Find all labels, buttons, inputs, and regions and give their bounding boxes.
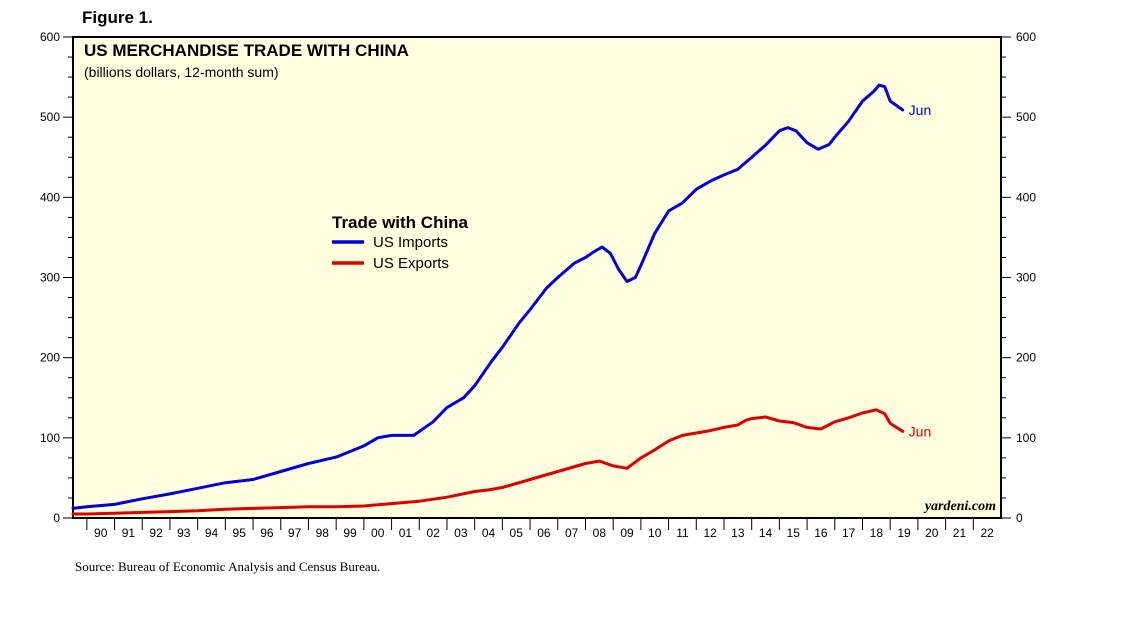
x-tick-label: 93 <box>177 526 191 540</box>
series-end-label-us-exports: Jun <box>909 423 932 439</box>
x-tick-label: 18 <box>870 526 884 540</box>
x-tick-label: 91 <box>122 526 136 540</box>
x-tick-label: 01 <box>399 526 413 540</box>
y-tick-label-right: 500 <box>1016 110 1036 124</box>
x-tick-label: 99 <box>343 526 357 540</box>
x-tick-label: 12 <box>703 526 717 540</box>
series-end-label-us-imports: Jun <box>909 102 932 118</box>
x-tick-label: 21 <box>953 526 967 540</box>
series-layer: Jun Jun <box>71 83 932 516</box>
series-line-us-imports <box>71 83 905 510</box>
x-tick-label: 08 <box>593 526 607 540</box>
y-tick-label-left: 600 <box>40 30 60 44</box>
y-tick-label-left: 500 <box>40 110 60 124</box>
x-tick-label: 03 <box>454 526 468 540</box>
x-tick-label: 19 <box>897 526 911 540</box>
x-tick-label: 97 <box>288 526 302 540</box>
y-tick-label-right: 0 <box>1016 511 1023 525</box>
x-tick-label: 07 <box>565 526 579 540</box>
x-tick-label: 17 <box>842 526 856 540</box>
x-tick-label: 96 <box>260 526 274 540</box>
y-tick-label-left: 0 <box>53 511 60 525</box>
x-tick-label: 92 <box>149 526 163 540</box>
x-tick-label: 90 <box>94 526 108 540</box>
y-tick-label-right: 200 <box>1016 351 1036 365</box>
y-tick-label-right: 100 <box>1016 431 1036 445</box>
x-tick-label: 15 <box>787 526 801 540</box>
x-tick-label: 98 <box>316 526 330 540</box>
x-tick-label: 95 <box>233 526 247 540</box>
x-tick-label: 20 <box>925 526 939 540</box>
x-tick-label: 14 <box>759 526 773 540</box>
y-tick-label-right: 600 <box>1016 30 1036 44</box>
x-tick-label: 22 <box>980 526 994 540</box>
x-tick-label: 04 <box>482 526 496 540</box>
legend-title: Trade with China <box>332 213 469 232</box>
x-tick-label: 00 <box>371 526 385 540</box>
x-tick-label: 13 <box>731 526 745 540</box>
y-tick-label-left: 400 <box>40 190 60 204</box>
y-axis-left: 0 100 200 300 400 500 600 <box>40 30 73 525</box>
x-axis: 90 91 92 93 94 95 96 97 98 99 00 01 02 03 04 05 06 07 08 09… <box>86 518 994 540</box>
series-line-us-exports <box>71 408 905 516</box>
x-tick-label: 09 <box>620 526 634 540</box>
y-tick-label-left: 200 <box>40 351 60 365</box>
x-tick-label: 11 <box>676 526 689 540</box>
x-tick-label: 94 <box>205 526 219 540</box>
y-tick-label-right: 400 <box>1016 190 1036 204</box>
x-tick-label: 06 <box>537 526 551 540</box>
figure-label: Figure 1. <box>82 8 153 27</box>
chart-subtitle: (billions dollars, 12-month sum) <box>84 64 279 80</box>
legend-label-us-imports: US Imports <box>373 234 448 251</box>
plot-area <box>72 36 1002 519</box>
legend-label-us-exports: US Exports <box>373 255 449 272</box>
x-tick-label: 16 <box>814 526 828 540</box>
source-note: Source: Bureau of Economic Analysis and … <box>75 559 380 574</box>
y-axis-right: 0 100 200 300 400 500 600 <box>1001 30 1036 525</box>
x-tick-label: 05 <box>510 526 524 540</box>
x-tick-label: 10 <box>648 526 662 540</box>
y-tick-label-left: 100 <box>40 431 60 445</box>
chart-title: US MERCHANDISE TRADE WITH CHINA <box>84 41 409 60</box>
y-tick-label-right: 300 <box>1016 271 1036 285</box>
watermark: yardeni.com <box>923 499 996 514</box>
legend: Trade with China US Imports US Exports <box>332 213 469 272</box>
x-tick-label: 02 <box>426 526 440 540</box>
y-tick-label-left: 300 <box>40 271 60 285</box>
